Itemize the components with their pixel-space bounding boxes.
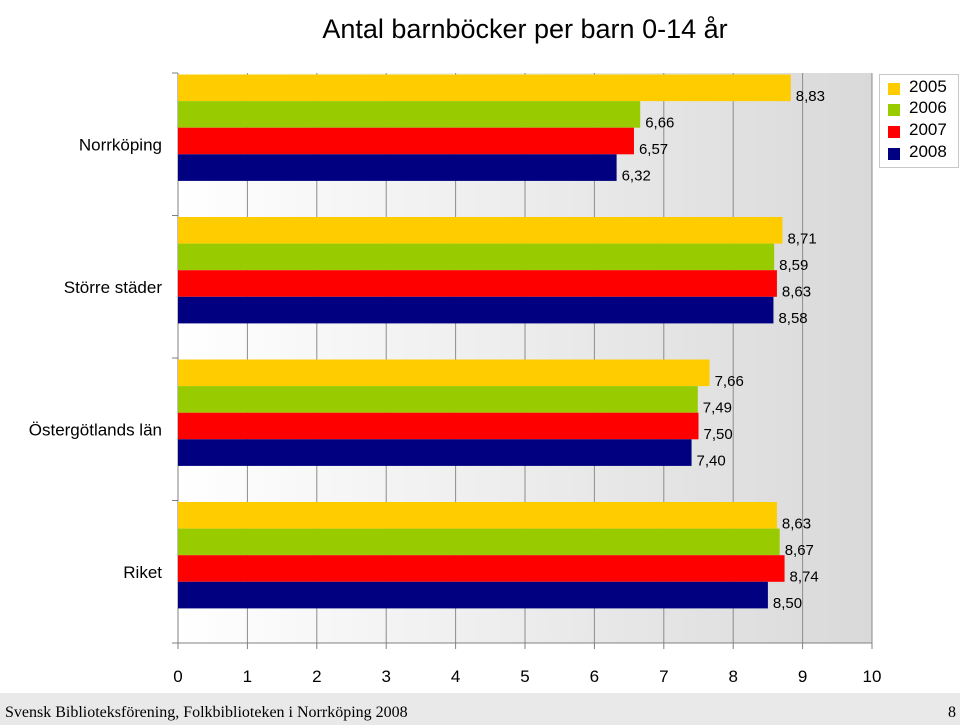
category-label: Norrköping — [79, 135, 162, 154]
x-tick-label: 1 — [243, 667, 252, 686]
x-tick-label: 0 — [173, 667, 182, 686]
bar — [178, 502, 777, 529]
data-label: 8,71 — [787, 230, 816, 247]
category-label: Större städer — [64, 278, 163, 297]
data-label: 6,32 — [622, 168, 651, 185]
data-label: 8,67 — [785, 542, 814, 559]
bar — [178, 127, 634, 155]
legend: 2005 2006 2007 2008 — [879, 74, 959, 168]
data-label: 6,66 — [645, 114, 674, 131]
data-label: 8,63 — [782, 515, 811, 532]
legend-swatch — [888, 126, 900, 138]
bar — [178, 386, 698, 413]
footer-text: Svensk Biblioteksförening, Folkbibliotek… — [5, 704, 408, 721]
x-tick-label: 3 — [381, 667, 390, 686]
bar — [178, 74, 791, 102]
bar — [178, 555, 785, 582]
bar — [178, 101, 641, 128]
x-tick-labels: 0 1 2 3 4 5 6 7 8 9 10 — [173, 667, 881, 686]
legend-label: 2006 — [909, 98, 947, 117]
x-tick-label: 2 — [312, 667, 321, 686]
bar — [178, 528, 780, 556]
data-label: 7,50 — [704, 426, 733, 443]
x-tick-label: 8 — [728, 667, 737, 686]
bar — [178, 581, 768, 609]
data-label: 8,50 — [773, 595, 802, 612]
page-number: 8 — [948, 704, 956, 721]
bar — [178, 412, 699, 440]
category-label: Riket — [123, 563, 162, 582]
legend-swatch — [888, 104, 900, 116]
x-tick-label: 4 — [451, 667, 460, 686]
legend-label: 2005 — [909, 77, 947, 96]
data-labels: 8,83 6,66 6,57 6,32 8,71 8,59 8,63 8,58 7,66 7,49… — [622, 88, 825, 612]
bar-chart: 8,83 6,66 6,57 6,32 8,71 8,59 8,63 8,58 7,66 7,49… — [29, 72, 881, 686]
legend-item-2006: 2006 — [888, 98, 958, 118]
x-tick-label: 7 — [659, 667, 668, 686]
data-label: 8,83 — [796, 88, 825, 105]
bar — [178, 439, 692, 466]
data-label: 8,74 — [790, 569, 819, 586]
data-label: 8,58 — [778, 310, 807, 327]
x-tick-label: 6 — [590, 667, 599, 686]
legend-item-2005: 2005 — [888, 77, 958, 97]
category-labels: Norrköping Större städer Östergötlands län… — [29, 135, 163, 582]
data-label: 8,59 — [779, 257, 808, 274]
x-tick-label: 9 — [798, 667, 807, 686]
legend-item-2007: 2007 — [888, 120, 958, 140]
category-label: Östergötlands län — [29, 420, 162, 439]
bar — [178, 296, 774, 324]
legend-label: 2008 — [909, 142, 947, 161]
data-label: 7,66 — [715, 373, 744, 390]
data-label: 7,40 — [697, 453, 726, 470]
x-tick-label: 5 — [520, 667, 529, 686]
footer-bar: Svensk Biblioteksförening, Folkbibliotek… — [0, 693, 960, 725]
bar — [178, 154, 617, 181]
bars — [178, 74, 791, 609]
bar — [178, 270, 777, 297]
data-label: 7,49 — [703, 399, 732, 416]
chart-title: Antal barnböcker per barn 0-14 år — [322, 14, 728, 44]
legend-label: 2007 — [909, 120, 947, 139]
bar — [178, 243, 775, 271]
legend-swatch — [888, 148, 900, 160]
data-label: 6,57 — [639, 141, 668, 158]
legend-swatch — [888, 83, 900, 95]
x-tick-label: 10 — [863, 667, 882, 686]
bar — [178, 217, 783, 244]
data-label: 8,63 — [782, 284, 811, 301]
legend-item-2008: 2008 — [888, 142, 958, 162]
bar — [178, 359, 710, 387]
